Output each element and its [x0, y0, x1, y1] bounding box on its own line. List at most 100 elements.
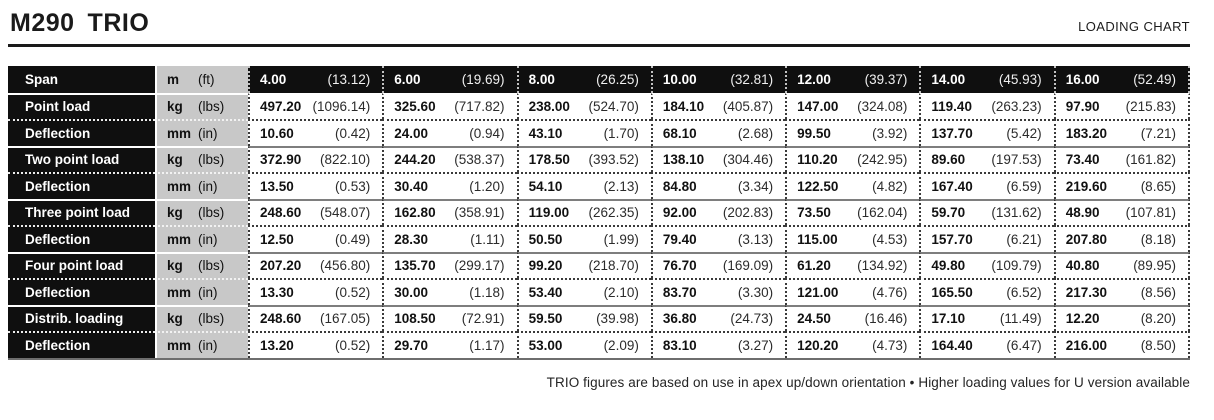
unit-imperial: (lbs) [198, 205, 225, 221]
imperial-value: (4.53) [872, 231, 908, 247]
metric-value: 48.90 [1065, 205, 1100, 221]
data-cell: 184.10 (405.87) [650, 92, 786, 119]
data-cell: 40.80 (89.95) [1053, 251, 1190, 278]
metric-value: 43.10 [528, 125, 563, 141]
imperial-value: (0.53) [335, 178, 371, 194]
imperial-value: (45.93) [998, 71, 1042, 87]
imperial-value: (538.37) [454, 152, 505, 168]
imperial-value: (7.21) [1140, 125, 1176, 141]
metric-value: 119.40 [931, 99, 972, 115]
metric-value: 92.00 [662, 205, 697, 221]
imperial-value: (2.68) [737, 125, 774, 141]
row-label: Deflection [8, 278, 155, 305]
imperial-value: (1.70) [603, 125, 639, 141]
data-cell: 108.50 (72.91) [382, 304, 517, 331]
imperial-value: (6.21) [1006, 231, 1042, 247]
metric-value: 79.40 [662, 231, 697, 247]
unit-cell: kg (lbs) [155, 145, 248, 172]
loading-chart-label: LOADING CHART [1078, 19, 1190, 34]
data-cell: 30.40 (1.20) [382, 172, 517, 199]
metric-value: 99.20 [528, 258, 563, 274]
unit-imperial: (lbs) [198, 152, 225, 168]
data-cell: 119.00 (262.35) [516, 198, 651, 225]
unit-cell: m (ft) [155, 66, 248, 93]
data-cell: 248.60 (167.05) [248, 304, 383, 331]
metric-value: 14.00 [931, 71, 966, 87]
data-cell: 84.80 (3.34) [650, 172, 786, 199]
data-cell: 12.50 (0.49) [248, 225, 383, 252]
metric-value: 83.70 [662, 284, 697, 300]
unit-cell: kg (lbs) [155, 304, 248, 331]
row-label: Deflection [8, 331, 155, 358]
imperial-value: (1.11) [470, 231, 505, 247]
metric-value: 6.00 [394, 71, 421, 87]
data-cell: 49.80 (109.79) [919, 251, 1054, 278]
metric-value: 36.80 [662, 311, 697, 327]
row-label: Point load [8, 92, 155, 119]
unit-metric: kg [167, 99, 183, 115]
data-cell: 178.50 (393.52) [516, 145, 651, 172]
unit-imperial: (lbs) [198, 99, 225, 115]
table-row: Deflection mm (in) 12.50 (0.49) 28.30 (1.11) 50… [8, 225, 1190, 252]
imperial-value: (167.05) [319, 311, 371, 327]
metric-value: 122.50 [797, 178, 839, 194]
imperial-value: (0.42) [335, 125, 371, 141]
metric-value: 4.00 [260, 71, 287, 87]
imperial-value: (215.83) [1125, 99, 1176, 115]
imperial-value: (4.73) [872, 337, 908, 353]
metric-value: 135.70 [394, 258, 436, 274]
unit-metric: m [167, 71, 180, 87]
imperial-value: (161.82) [1125, 152, 1176, 168]
metric-value: 372.90 [260, 152, 302, 168]
metric-value: 248.60 [260, 205, 302, 221]
imperial-value: (169.09) [722, 258, 774, 274]
imperial-value: (2.09) [603, 337, 639, 353]
row-label: Two point load [8, 145, 155, 172]
data-cell: 115.00 (4.53) [785, 225, 920, 252]
metric-value: 28.30 [394, 231, 429, 247]
data-cell: 110.20 (242.95) [785, 145, 920, 172]
data-cell: 216.00 (8.50) [1053, 331, 1190, 358]
row-label: Four point load [8, 251, 155, 278]
imperial-value: (3.34) [737, 178, 774, 194]
data-cell: 497.20 (1096.14) [248, 92, 383, 119]
imperial-value: (1.17) [469, 337, 505, 353]
metric-value: 207.80 [1065, 231, 1107, 247]
imperial-value: (822.10) [319, 152, 371, 168]
imperial-value: (1.20) [469, 178, 505, 194]
imperial-value: (358.91) [454, 205, 505, 221]
imperial-value: (162.04) [857, 205, 908, 221]
data-cell: 53.40 (2.10) [516, 278, 651, 305]
data-cell: 13.50 (0.53) [248, 172, 383, 199]
metric-value: 12.00 [797, 71, 831, 87]
imperial-value: (4.82) [872, 178, 908, 194]
data-cell: 89.60 (197.53) [919, 145, 1054, 172]
data-cell: 28.30 (1.11) [382, 225, 517, 252]
imperial-value: (262.35) [588, 205, 639, 221]
imperial-value: (24.73) [730, 311, 774, 327]
metric-value: 120.20 [797, 337, 839, 353]
metric-value: 137.70 [931, 125, 973, 141]
data-cell: 121.00 (4.76) [785, 278, 920, 305]
unit-imperial: (in) [198, 231, 218, 247]
row-label: Span [8, 66, 155, 93]
data-cell: 162.80 (358.91) [382, 198, 517, 225]
metric-value: 29.70 [394, 337, 429, 353]
metric-value: 73.50 [797, 205, 831, 221]
unit-metric: mm [167, 178, 192, 194]
imperial-value: (218.70) [588, 258, 639, 274]
unit-cell: kg (lbs) [155, 251, 248, 278]
data-cell: 76.70 (169.09) [650, 251, 786, 278]
data-cell: 183.20 (7.21) [1053, 119, 1190, 146]
metric-value: 164.40 [931, 337, 973, 353]
table-header-row: Span m (ft) 4.00 (13.12) 6.00 (19.69) 8.00 (26.2… [8, 66, 1190, 93]
data-cell: 119.40 (263.23) [919, 92, 1054, 119]
table-row: Point load kg (lbs) 497.20 (1096.14) 325.60 (7… [8, 92, 1190, 119]
metric-value: 157.70 [931, 231, 973, 247]
data-cell: 6.00 (19.69) [382, 66, 517, 93]
page-header: M290 TRIO LOADING CHART [8, 0, 1190, 44]
table-row: Deflection mm (in) 10.60 (0.42) 24.00 (0.94) 43… [8, 119, 1190, 146]
data-cell: 14.00 (45.93) [919, 66, 1054, 93]
metric-value: 147.00 [797, 99, 839, 115]
data-cell: 372.90 (822.10) [248, 145, 383, 172]
